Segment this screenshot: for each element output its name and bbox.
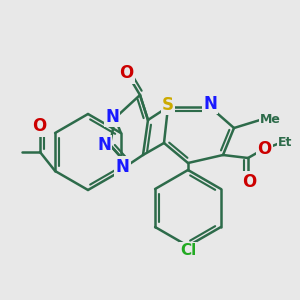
Text: S: S — [162, 96, 174, 114]
Text: N: N — [97, 136, 111, 154]
Text: N: N — [116, 158, 130, 175]
Text: N: N — [203, 95, 217, 113]
Text: Cl: Cl — [180, 243, 196, 258]
Text: O: O — [257, 140, 272, 158]
Text: Me: Me — [260, 112, 281, 126]
Text: N: N — [105, 108, 119, 126]
Text: O: O — [32, 117, 46, 135]
Text: O: O — [242, 172, 256, 190]
Text: Et: Et — [278, 136, 292, 149]
Text: O: O — [119, 64, 134, 82]
